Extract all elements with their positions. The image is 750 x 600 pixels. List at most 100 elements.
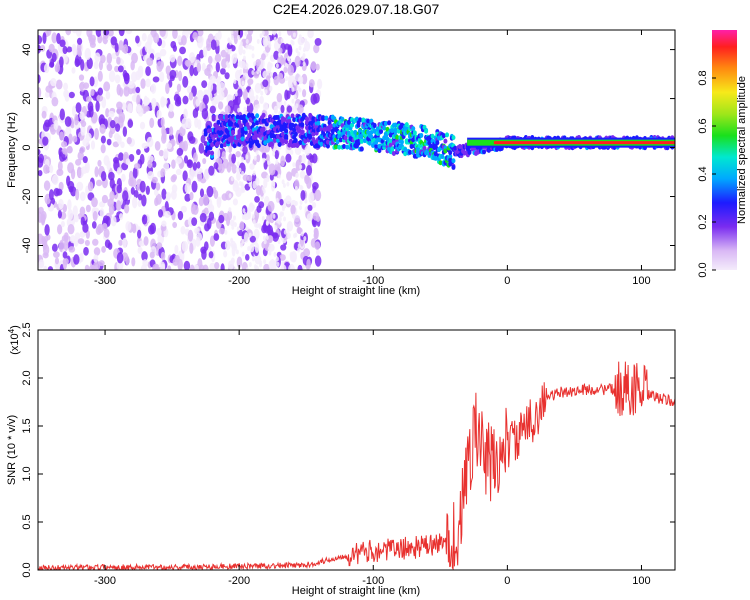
spectrogram-noise-blob xyxy=(278,72,284,80)
spectrogram-noise-blob xyxy=(288,263,295,270)
spectrogram-noise-blob xyxy=(92,238,99,246)
spectrogram-noise-blob xyxy=(167,265,172,270)
spectrogram-noise-blob xyxy=(106,138,112,146)
spectrogram-noise-blob xyxy=(109,178,115,189)
spectrogram-ridge-blob xyxy=(390,128,395,134)
spectrogram-noise-blob xyxy=(116,252,124,264)
spectrogram-noise-blob xyxy=(154,52,162,61)
spectrogram-noise-blob xyxy=(93,247,101,256)
spectrogram-noise-blob xyxy=(191,180,198,193)
spectrogram-noise-blob xyxy=(55,79,63,90)
spectrogram-noise-blob xyxy=(98,60,104,71)
spectrogram-noise-blob xyxy=(180,225,186,235)
spectrogram-noise-blob xyxy=(286,30,292,36)
spectrogram-ridge-blob xyxy=(247,112,252,118)
spectrogram-noise-blob xyxy=(233,222,237,228)
spectrogram-noise-blob xyxy=(121,173,126,182)
spectrogram-noise-blob xyxy=(122,44,129,55)
spectrogram-noise-blob xyxy=(160,263,166,270)
spectrogram-noise-blob xyxy=(233,180,239,189)
spectrogram-noise-blob xyxy=(224,47,228,53)
spectrogram-noise-blob xyxy=(48,43,55,53)
spectrogram-noise-blob xyxy=(122,126,128,137)
spectrogram-noise-blob xyxy=(279,211,283,217)
spectrogram-ridge-blob xyxy=(240,136,245,142)
spectrogram-noise-blob xyxy=(63,239,69,252)
spectrogram-noise-blob xyxy=(280,104,285,114)
spectrogram-noise-blob xyxy=(284,62,288,68)
spectrogram-ridge-blob xyxy=(253,135,258,141)
spectrogram-noise-blob xyxy=(90,88,95,97)
spectrogram-noise-blob xyxy=(263,263,270,270)
spectrogram-noise-blob xyxy=(102,215,109,224)
spectrogram-noise-blob xyxy=(232,94,236,100)
spectrogram-noise-blob xyxy=(80,216,85,226)
spectrogram-ridge-blob xyxy=(338,137,343,143)
spectrogram-noise-blob xyxy=(137,193,143,201)
spectrogram-ridge-blob xyxy=(219,130,224,136)
spectrogram-noise-blob xyxy=(249,163,255,170)
spectrogram-ridge-blob xyxy=(333,144,338,150)
spectrogram-noise-blob xyxy=(143,236,149,246)
spectrogram-noise-blob xyxy=(77,151,84,161)
x-tick-label: -100 xyxy=(362,275,384,287)
spectrogram-frame xyxy=(37,29,676,271)
spectrogram-noise-blob xyxy=(251,53,255,59)
spectrogram-noise-blob xyxy=(157,209,164,218)
spectrogram-noise-blob xyxy=(107,242,113,250)
spectrogram-ridge-blob xyxy=(358,117,363,123)
spectrogram-noise-blob xyxy=(245,75,249,81)
spectrogram-noise-blob xyxy=(126,136,132,145)
spectrogram-noise-blob xyxy=(197,35,204,44)
spectrogram-noise-blob xyxy=(168,110,175,119)
spectrogram-noise-blob xyxy=(208,165,215,176)
spectrogram-noise-blob xyxy=(231,243,235,249)
spectrogram-noise-blob xyxy=(262,157,266,163)
spectrogram-noise-blob xyxy=(200,246,207,254)
spectrogram-ridge-blob xyxy=(346,130,351,136)
spectrogram-noise-blob xyxy=(99,123,106,134)
spectrogram-ridge-blob xyxy=(451,158,456,164)
spectrogram-noise-blob xyxy=(297,247,301,253)
spectrogram-noise-blob xyxy=(38,62,41,71)
snr-plot-area xyxy=(38,330,675,570)
spectrogram-ridge-blob xyxy=(391,140,396,146)
spectrogram-noise-blob xyxy=(292,213,296,219)
spectrogram-ridge-blob xyxy=(237,133,242,139)
spectrogram-noise-blob xyxy=(116,135,122,145)
spectrogram-noise-blob xyxy=(146,57,154,66)
spectrogram-noise-blob xyxy=(261,30,265,36)
spectrogram-noise-blob xyxy=(114,65,120,73)
spectrogram-noise-blob xyxy=(176,83,182,93)
spectrogram-ridge-blob xyxy=(388,138,393,144)
spectrogram-ridge-blob xyxy=(284,128,289,134)
spectrogram-noise-blob xyxy=(224,105,231,114)
spectrogram-ridge-blob xyxy=(219,143,224,149)
spectrogram-ridge-blob xyxy=(325,143,330,149)
spectrogram-noise-blob xyxy=(73,254,80,265)
spectrogram-noise-blob xyxy=(137,246,143,255)
x-tick-label: -100 xyxy=(362,575,384,587)
spectrogram-noise-blob xyxy=(135,35,140,44)
y-tick-label: 0 xyxy=(21,144,33,150)
spectrogram-noise-blob xyxy=(42,136,49,146)
spectrogram-noise-blob xyxy=(80,124,86,136)
spectrogram-noise-blob xyxy=(103,81,111,92)
spectrogram-ridge-blob xyxy=(448,154,453,160)
spectrogram-noise-blob xyxy=(72,45,78,57)
spectrogram-noise-blob xyxy=(146,136,154,148)
spectrogram-ridge-blob xyxy=(393,122,398,128)
spectrogram-ridge-blob xyxy=(292,117,297,123)
spectrogram-ridge-blob xyxy=(361,117,366,123)
spectrogram-noise-blob xyxy=(66,146,73,154)
spectrogram-noise-blob xyxy=(165,82,170,95)
spectrogram-noise-blob xyxy=(123,72,130,85)
spectrogram-noise-blob xyxy=(79,146,86,153)
spectrogram-noise-blob xyxy=(308,79,315,88)
spectrogram-ridge-blob xyxy=(300,129,305,135)
spectrogram-noise-blob xyxy=(285,195,292,205)
spectrogram-ridge-blob xyxy=(441,133,446,139)
spectrogram-noise-blob xyxy=(301,153,306,166)
spectrogram-noise-blob xyxy=(314,37,322,46)
spectrogram-noise-blob xyxy=(171,159,176,169)
